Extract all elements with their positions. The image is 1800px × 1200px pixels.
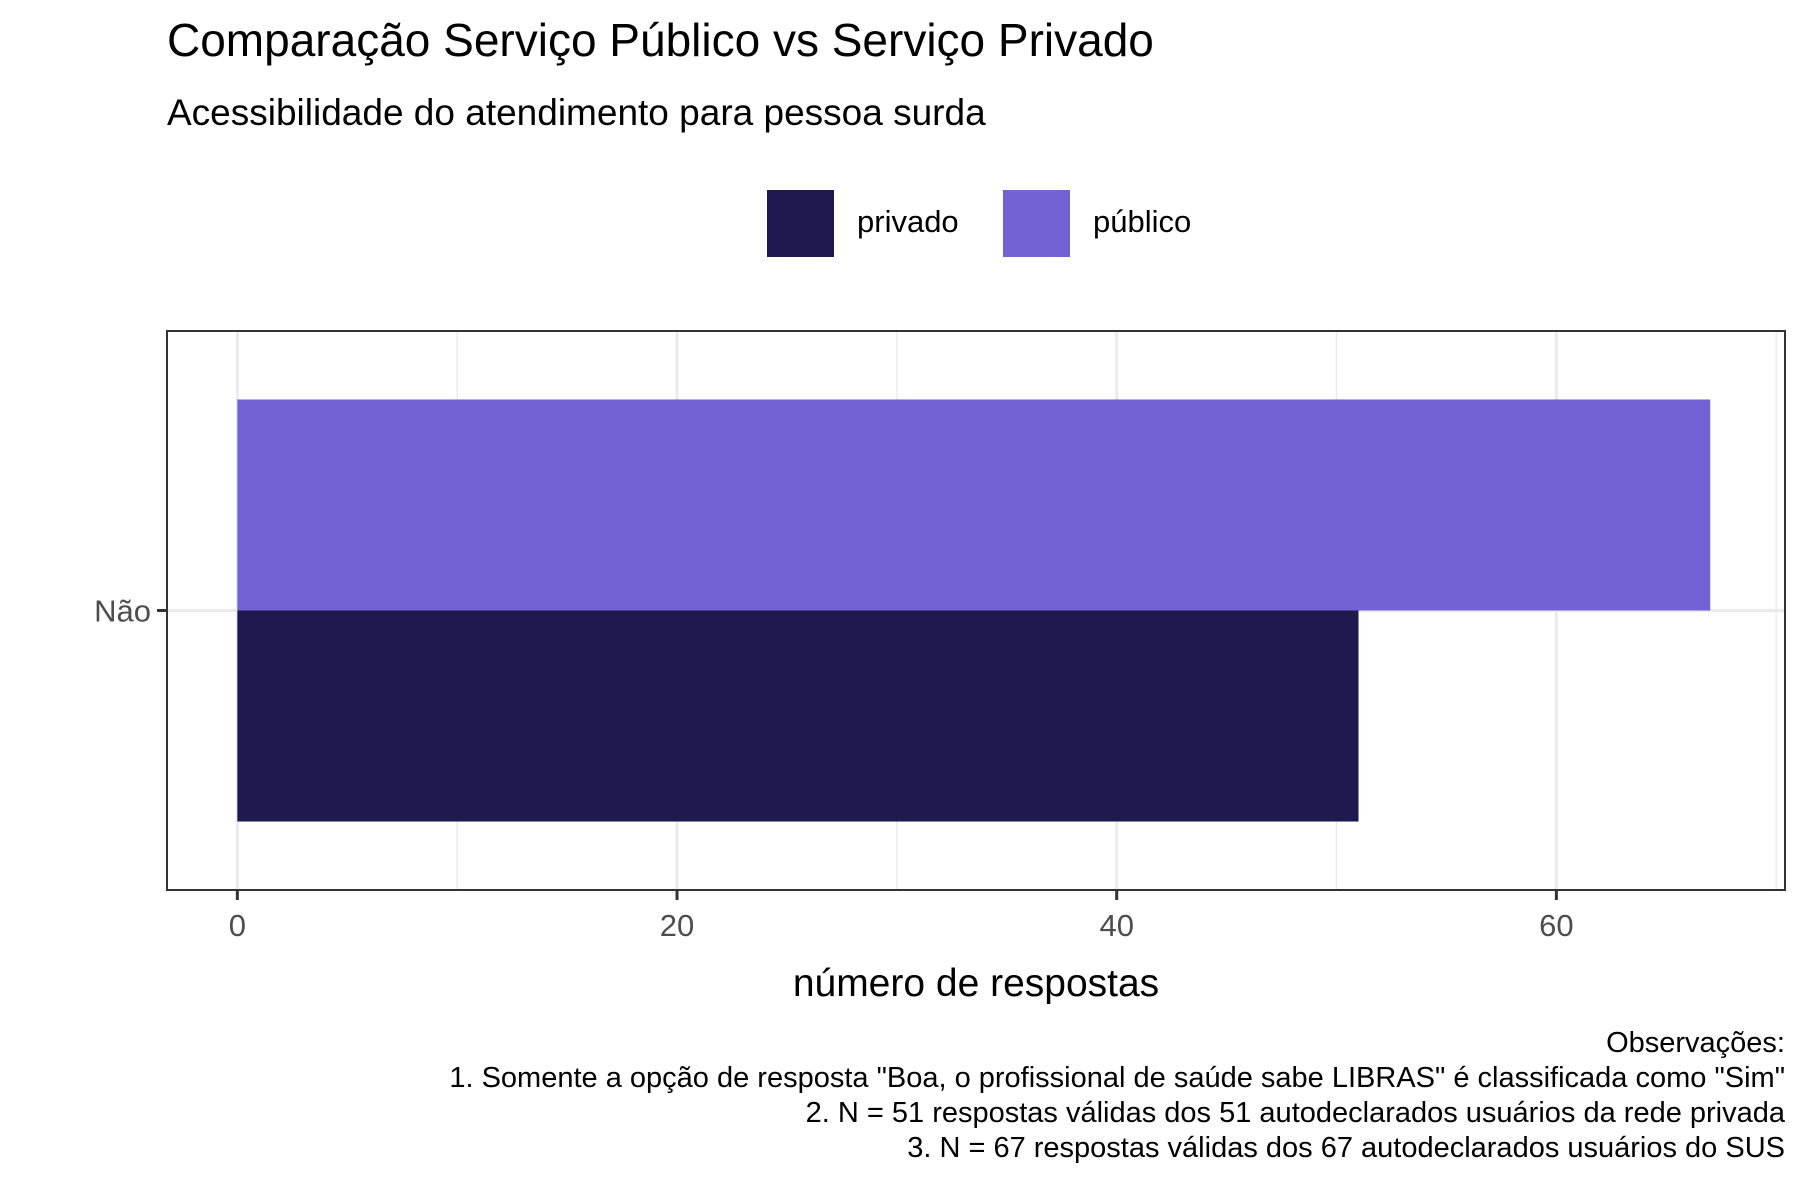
chart-subtitle: Acessibilidade do atendimento para pesso… <box>167 92 986 133</box>
chart-title: Comparação Serviço Público vs Serviço Pr… <box>167 14 1154 66</box>
note-1: 1. Somente a opção de resposta "Boa, o p… <box>449 1062 1785 1094</box>
plot-border <box>166 330 1786 891</box>
notes: Observações: 1. Somente a opção de respo… <box>449 1026 1785 1166</box>
legend-label-publico: público <box>1093 204 1192 239</box>
legend-key-privado <box>767 190 834 257</box>
note-2: 2. N = 51 respostas válidas dos 51 autod… <box>805 1097 1785 1129</box>
x-tick-label: 20 <box>660 908 694 943</box>
x-tick-label: 40 <box>1099 908 1133 943</box>
bar-privado <box>237 610 1359 822</box>
note-heading: Observações: <box>1606 1027 1785 1059</box>
x-tick-label: 0 <box>229 908 246 943</box>
note-3: 3. N = 67 respostas válidas dos 67 autod… <box>907 1132 1785 1164</box>
bar-publico <box>237 399 1711 611</box>
y-tick-label: Não <box>94 594 151 629</box>
legend-label-privado: privado <box>857 204 959 239</box>
bar-chart: Não 0 20 40 60 número de respostas <box>94 330 1786 1005</box>
x-tick-label: 60 <box>1539 908 1573 943</box>
x-axis-title: número de respostas <box>793 962 1159 1005</box>
legend: privado público <box>0 190 1800 258</box>
legend-key-publico <box>1003 190 1070 257</box>
